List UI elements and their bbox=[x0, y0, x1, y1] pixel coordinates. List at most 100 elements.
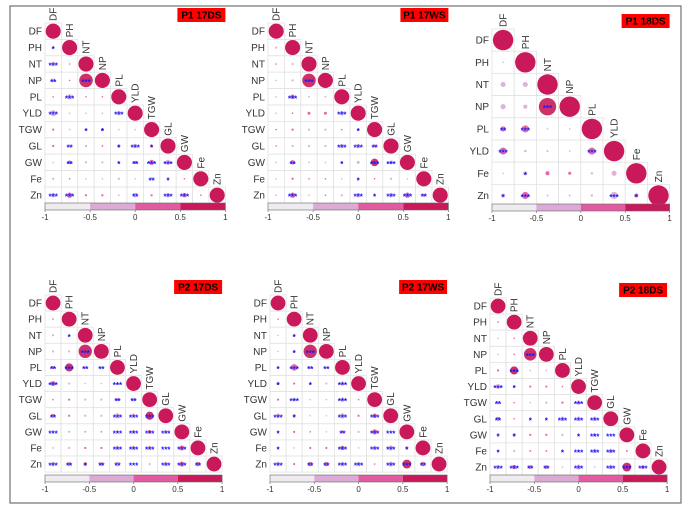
column-label: PL bbox=[587, 103, 598, 116]
correlation-circle bbox=[131, 429, 136, 434]
significance-stars: ** bbox=[307, 462, 314, 471]
correlation-circle bbox=[357, 430, 360, 433]
significance-stars: *** bbox=[386, 160, 396, 169]
correlation-circle bbox=[431, 456, 447, 472]
correlation-circle bbox=[293, 350, 296, 353]
significance-stars: *** bbox=[493, 384, 503, 393]
correlation-circle bbox=[590, 194, 594, 197]
correlation-circle bbox=[500, 104, 506, 110]
column-label: GW bbox=[403, 134, 414, 152]
row-label: DF bbox=[29, 27, 42, 38]
row-label: Fe bbox=[255, 443, 267, 454]
correlation-circle bbox=[634, 193, 639, 198]
colorbar-tick-label: -1 bbox=[41, 213, 49, 222]
panel-title: P2 17WS bbox=[402, 283, 445, 294]
colorbar-segment bbox=[180, 203, 226, 210]
correlation-circle bbox=[83, 365, 87, 369]
significance-stars: * bbox=[545, 416, 549, 425]
significance-stars: *** bbox=[543, 104, 553, 113]
correlation-circle bbox=[619, 427, 635, 443]
correlation-circle bbox=[275, 79, 278, 82]
column-label: DF bbox=[499, 14, 510, 27]
correlation-circle bbox=[132, 143, 138, 149]
correlation-circle bbox=[506, 314, 522, 330]
correlation-circle bbox=[66, 94, 73, 100]
correlation-circle bbox=[308, 365, 312, 369]
column-label: PH bbox=[510, 298, 521, 312]
correlation-circle bbox=[115, 461, 120, 467]
colorbar-segment bbox=[358, 203, 404, 210]
correlation-circle bbox=[275, 413, 281, 418]
correlation-circle bbox=[372, 445, 377, 451]
correlation-circle bbox=[309, 382, 312, 385]
significance-stars: *** bbox=[386, 462, 396, 471]
column-label: TGW bbox=[147, 96, 158, 120]
colorbar-segment bbox=[402, 475, 448, 482]
correlation-circle bbox=[593, 466, 596, 468]
correlation-circle bbox=[420, 461, 426, 467]
colorbar-tick-label: -0.5 bbox=[527, 485, 541, 494]
correlation-circle bbox=[635, 443, 651, 459]
correlation-circle bbox=[367, 122, 383, 138]
row-label: Fe bbox=[253, 174, 265, 185]
correlation-circle bbox=[52, 447, 54, 449]
correlation-circle bbox=[524, 149, 527, 153]
correlation-circle bbox=[568, 150, 571, 152]
significance-stars: ** bbox=[148, 176, 155, 185]
colorbar: -1 -0.5 0 0.5 1 bbox=[488, 203, 672, 223]
row-label: Zn bbox=[477, 191, 489, 202]
significance-stars: * bbox=[68, 333, 72, 342]
figure-frame bbox=[9, 5, 682, 504]
correlation-circle bbox=[101, 145, 104, 147]
correlation-circle bbox=[399, 154, 415, 170]
correlation-circle bbox=[114, 413, 121, 419]
row-label: GW bbox=[250, 427, 268, 438]
correlation-circle bbox=[133, 160, 137, 164]
panel-title-badge: P2 17DS bbox=[174, 280, 223, 294]
column-label: PL bbox=[114, 74, 125, 87]
correlation-circle bbox=[308, 161, 310, 164]
correlation-circle bbox=[308, 95, 310, 98]
column-label: PH bbox=[521, 35, 532, 49]
colorbar-tick-label: -0.5 bbox=[82, 485, 96, 494]
correlation-circle bbox=[610, 191, 618, 200]
significance-stars: *** bbox=[48, 429, 58, 438]
correlation-circle bbox=[339, 143, 345, 149]
correlation-circle bbox=[68, 382, 71, 385]
correlation-circle bbox=[561, 466, 564, 468]
significance-stars: *** bbox=[558, 416, 568, 425]
correlation-circle bbox=[100, 366, 103, 369]
significance-stars: *** bbox=[574, 416, 584, 425]
significance-stars: *** bbox=[113, 429, 123, 438]
colorbar-segment bbox=[534, 475, 579, 482]
correlation-circle bbox=[373, 144, 377, 148]
row-label: DF bbox=[254, 299, 267, 310]
correlation-circle bbox=[626, 163, 647, 184]
correlation-circle bbox=[307, 128, 311, 131]
correlation-circle bbox=[68, 144, 72, 148]
colorbar-tick-label: 1 bbox=[445, 485, 450, 494]
correlation-circle bbox=[648, 185, 669, 206]
significance-stars: *** bbox=[606, 432, 616, 441]
row-label: YLD bbox=[468, 382, 487, 393]
correlation-circle bbox=[101, 96, 104, 98]
significance-stars: *** bbox=[48, 381, 58, 390]
row-label: GW bbox=[25, 427, 43, 438]
correlation-circle bbox=[568, 194, 571, 197]
colorbar: -1 -0.5 0 0.5 1 bbox=[264, 202, 451, 222]
colorbar-tick-label: 0.5 bbox=[397, 485, 409, 494]
row-label: GL bbox=[254, 411, 268, 422]
significance-stars: *** bbox=[273, 462, 283, 471]
correlation-circle bbox=[52, 128, 55, 131]
significance-stars: *** bbox=[587, 149, 597, 158]
correlation-circle bbox=[502, 172, 504, 175]
row-label: PH bbox=[28, 315, 42, 326]
row-label: DF bbox=[476, 36, 489, 47]
column-label: Zn bbox=[213, 173, 224, 185]
correlation-circle bbox=[512, 433, 516, 437]
correlation-circle bbox=[324, 95, 327, 98]
correlation-circle bbox=[587, 395, 603, 411]
colorbar-tick-label: 1 bbox=[223, 213, 228, 222]
significance-stars: * bbox=[309, 381, 313, 390]
correlation-circle bbox=[340, 430, 344, 434]
